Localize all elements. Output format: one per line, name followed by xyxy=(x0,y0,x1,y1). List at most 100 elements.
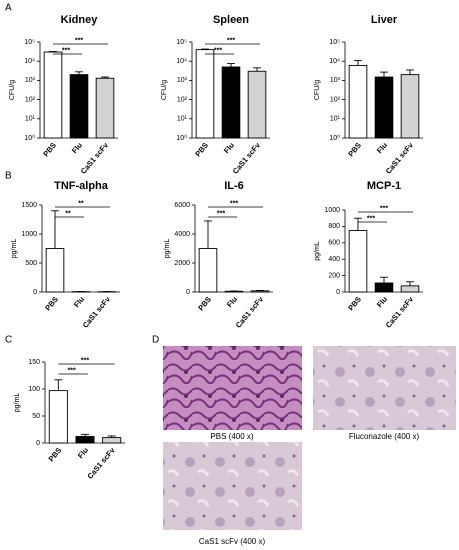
y-tick-label: 10¹ xyxy=(25,116,36,123)
y-tick-label: 10⁵ xyxy=(176,39,187,46)
y-tick-label: 50 xyxy=(32,413,40,420)
panel-label: D xyxy=(152,335,159,346)
y-tick-label: 10⁰ xyxy=(24,134,35,142)
x-tick-label: PBS xyxy=(196,295,213,313)
y-tick-label: 10⁴ xyxy=(176,58,187,65)
y-tick-label: 150 xyxy=(28,359,40,366)
significance-label: *** xyxy=(217,210,225,217)
y-tick-label: 6000 xyxy=(174,202,190,209)
micrograph-caption: PBS (400 x) xyxy=(210,432,253,441)
bar xyxy=(374,282,394,293)
micrograph xyxy=(163,346,302,430)
significance-label: *** xyxy=(214,47,222,54)
y-tick-label: 1500 xyxy=(21,202,37,209)
x-tick-label: CaS1 scFv xyxy=(231,140,263,175)
x-tick-label: Flu xyxy=(76,445,90,460)
y-tick-label: 0 xyxy=(186,289,190,296)
y-tick-label: 0 xyxy=(33,289,37,296)
bar xyxy=(48,390,68,444)
y-tick-label: 10² xyxy=(25,96,36,103)
x-tick-label: CaS1 scFv xyxy=(384,294,416,329)
y-tick-label: 10⁴ xyxy=(329,58,340,65)
significance-label: *** xyxy=(62,47,70,54)
x-tick-label: Flu xyxy=(375,294,389,309)
significance-label: *** xyxy=(230,200,238,207)
significance-label: ** xyxy=(65,210,71,217)
y-tick-label: 1000 xyxy=(21,231,37,238)
x-tick-label: Flu xyxy=(70,140,84,155)
x-tick-label: CaS1 scFv xyxy=(79,140,111,175)
bar xyxy=(400,74,420,139)
bar xyxy=(75,436,95,444)
y-axis-label: CFU/g xyxy=(314,80,321,100)
significance-label: *** xyxy=(367,215,375,222)
y-axis-label: pg/mL xyxy=(14,393,21,413)
x-tick-label: PBS xyxy=(193,141,210,159)
bar xyxy=(348,65,368,139)
x-tick-label: PBS xyxy=(41,141,58,159)
y-tick-label: 10⁰ xyxy=(176,134,187,142)
chart-title: MCP-1 xyxy=(367,180,401,192)
chart-title: Liver xyxy=(371,14,398,26)
y-tick-label: 10⁵ xyxy=(24,39,35,46)
y-tick-label: 600 xyxy=(328,240,340,247)
micrograph-caption: CaS1 scFv (400 x) xyxy=(199,537,266,546)
y-tick-label: 10⁰ xyxy=(329,134,340,142)
bar xyxy=(102,437,122,444)
x-tick-label: Flu xyxy=(72,294,86,309)
bar xyxy=(374,76,394,139)
panel-label: A xyxy=(5,3,12,14)
x-tick-label: Flu xyxy=(225,294,239,309)
y-tick-label: 10¹ xyxy=(177,116,188,123)
significance-label: *** xyxy=(227,37,235,44)
bar xyxy=(348,230,368,293)
bar xyxy=(43,51,63,139)
x-tick-label: PBS xyxy=(47,446,64,464)
x-tick-label: PBS xyxy=(43,295,60,313)
x-tick-label: Flu xyxy=(375,140,389,155)
y-axis-label: pg/mL xyxy=(164,239,171,259)
chart-title: Kidney xyxy=(61,14,99,26)
bar xyxy=(224,290,244,293)
y-tick-label: 800 xyxy=(328,223,340,230)
micrograph xyxy=(163,442,302,530)
significance-label: *** xyxy=(68,367,76,374)
y-axis-label: pg/mL xyxy=(314,241,321,261)
micrograph-caption: Fluconazole (400 x) xyxy=(349,432,420,441)
y-tick-label: 10³ xyxy=(330,77,341,84)
significance-label: *** xyxy=(75,37,83,44)
chart-title: TNF-alpha xyxy=(54,180,109,192)
micrograph xyxy=(313,346,456,430)
y-axis-label: CFU/g xyxy=(9,80,16,100)
x-tick-label: Flu xyxy=(222,140,236,155)
panel-label: B xyxy=(5,171,12,182)
x-tick-label: PBS xyxy=(346,141,363,159)
bar xyxy=(69,74,89,139)
y-tick-label: 200 xyxy=(328,272,340,279)
y-tick-label: 0 xyxy=(336,289,340,296)
bar xyxy=(221,66,241,139)
bar xyxy=(45,248,65,293)
x-tick-label: CaS1 scFv xyxy=(85,445,117,480)
bar xyxy=(247,70,267,139)
x-tick-label: CaS1 scFv xyxy=(384,140,416,175)
panel-label: C xyxy=(5,335,12,346)
y-axis-label: CFU/g xyxy=(161,80,168,100)
y-tick-label: 10³ xyxy=(177,77,188,84)
y-tick-label: 4000 xyxy=(174,231,190,238)
chart-title: IL-6 xyxy=(224,180,244,192)
bar xyxy=(400,285,420,293)
y-tick-label: 10³ xyxy=(25,77,36,84)
y-tick-label: 10² xyxy=(177,96,188,103)
y-tick-label: 10⁴ xyxy=(24,58,35,65)
y-tick-label: 10¹ xyxy=(330,116,341,123)
y-tick-label: 10⁵ xyxy=(329,39,340,46)
bar xyxy=(250,290,270,293)
y-tick-label: 1000 xyxy=(324,207,340,214)
y-tick-label: 0 xyxy=(36,440,40,447)
y-tick-label: 2000 xyxy=(174,260,190,267)
y-tick-label: 500 xyxy=(25,260,37,267)
significance-label: *** xyxy=(380,205,388,212)
x-tick-label: CaS1 scFv xyxy=(234,294,266,329)
